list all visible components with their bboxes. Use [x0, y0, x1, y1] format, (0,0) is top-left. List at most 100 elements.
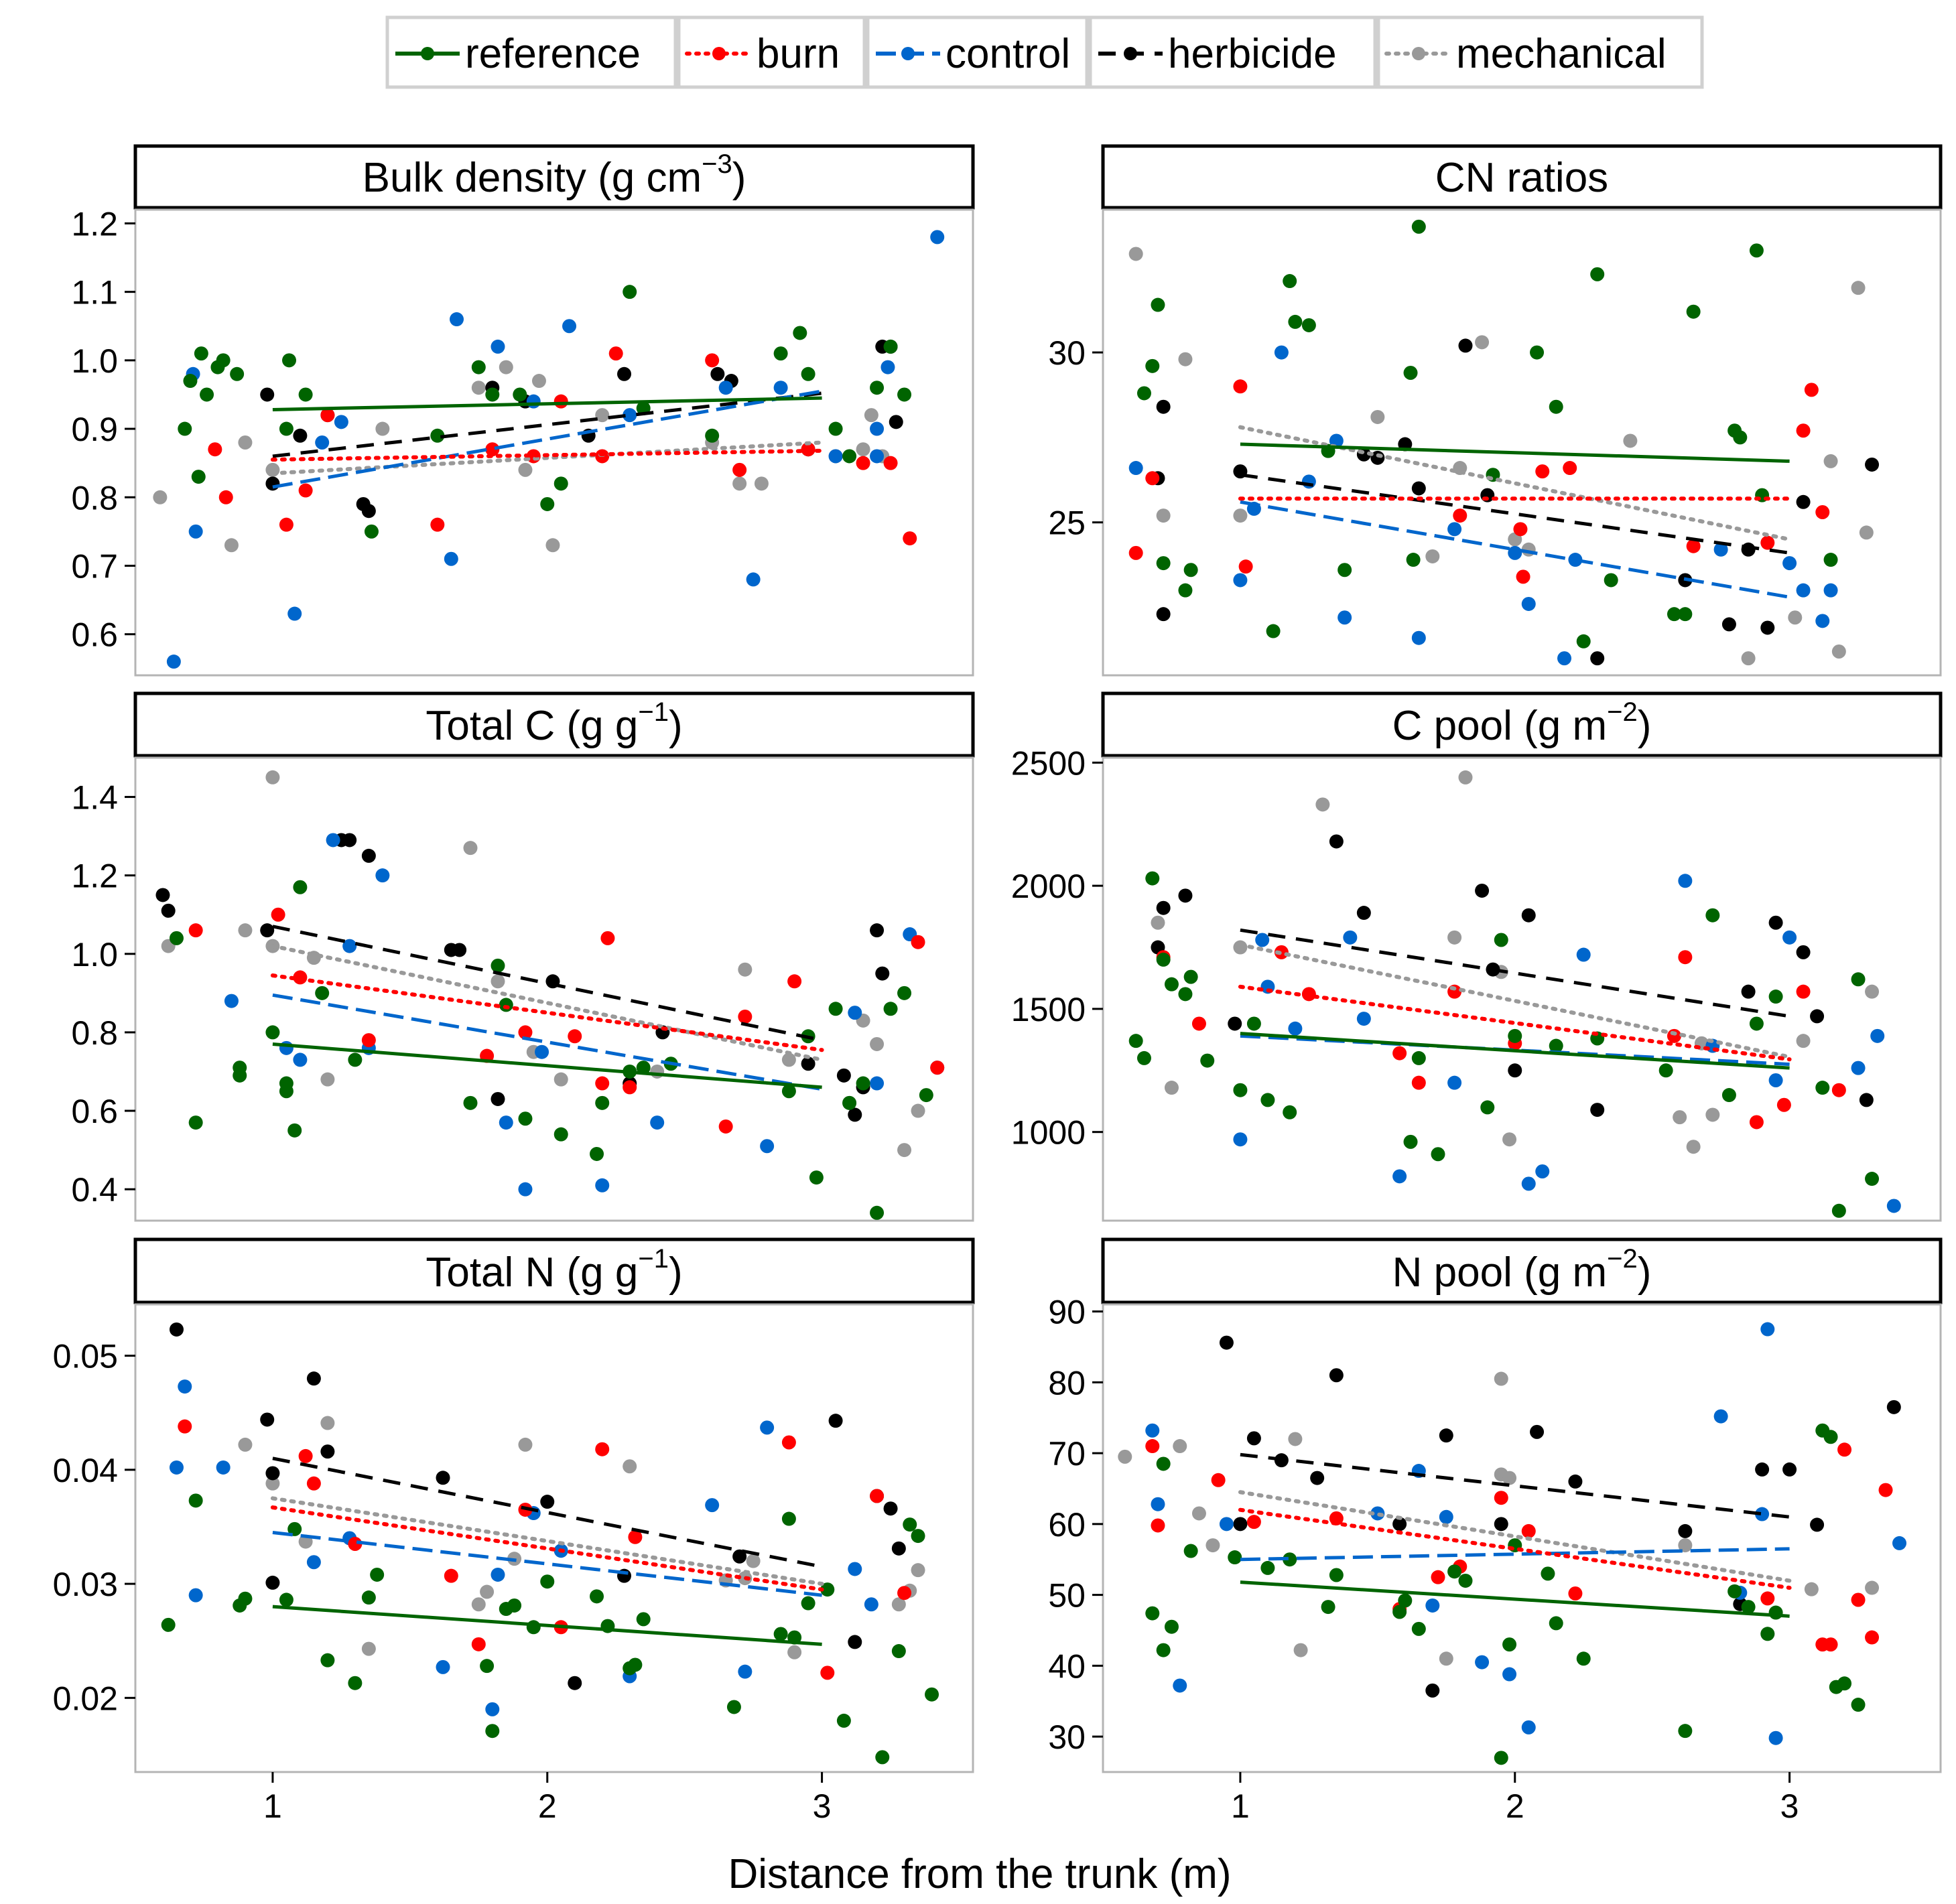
point-herbicide [260, 923, 275, 938]
point-reference [1321, 1600, 1335, 1615]
panel-title-close: ) [1638, 703, 1652, 749]
x-tick-label: 1 [263, 1787, 282, 1825]
point-reference [526, 1620, 541, 1635]
point-control [870, 449, 885, 464]
trend-line-control [1240, 500, 1790, 599]
point-control [1439, 1509, 1453, 1524]
point-mechanical [1205, 1538, 1220, 1553]
point-reference [200, 387, 214, 402]
trend-line-herbicide [272, 925, 823, 1042]
point-mechanical [1233, 508, 1248, 523]
y-tick-label: 30 [1048, 334, 1086, 372]
legend-key-box [866, 15, 1089, 89]
point-burn [600, 931, 615, 945]
panel-plot-area [1102, 208, 1942, 677]
point-herbicide [870, 923, 885, 938]
y-tick-label: 2500 [1011, 744, 1086, 782]
point-reference [903, 1517, 917, 1532]
point-reference [513, 387, 527, 402]
point-reference [370, 1567, 385, 1582]
point-burn [1678, 950, 1693, 965]
point-reference [1865, 1172, 1880, 1186]
point-burn [1878, 1483, 1893, 1497]
point-burn [1568, 1586, 1583, 1601]
legend-marker-reference [421, 47, 434, 60]
point-control [848, 1006, 862, 1020]
point-herbicide [836, 1068, 851, 1083]
point-reference [1727, 1584, 1742, 1599]
chart-panels: Bulk density (g cm−3) 0.6 0.7 0.8 0.9 1.0 1.1 1… [53, 144, 1943, 1825]
panel-c-pool: C pool (g m−2) 1000 1500 2000 2500 [1011, 691, 1943, 1222]
point-reference [430, 428, 445, 443]
point-mechanical [531, 374, 546, 389]
point-reference [801, 366, 816, 381]
point-reference [1733, 430, 1748, 445]
point-mechanical [1164, 1081, 1179, 1095]
panel-title-exponent: −3 [702, 149, 732, 179]
point-reference [1136, 386, 1151, 401]
point-reference [1576, 1651, 1591, 1666]
point-reference [1667, 607, 1681, 622]
point-herbicide [1886, 1400, 1901, 1414]
point-mechanical [1823, 454, 1838, 468]
point-herbicide [1508, 1063, 1522, 1078]
trend-line-mechanical [1238, 1490, 1792, 1583]
point-herbicide [1678, 1523, 1693, 1538]
point-reference [1288, 314, 1303, 329]
point-burn [856, 456, 870, 470]
point-control [1886, 1199, 1901, 1213]
point-mechanical [238, 1437, 253, 1452]
point-control [188, 524, 203, 539]
point-mechanical [1502, 1471, 1517, 1485]
point-burn [1749, 1115, 1764, 1130]
point-burn [1513, 522, 1528, 537]
point-burn [1667, 1028, 1681, 1043]
point-control [1151, 1497, 1165, 1511]
point-mechanical [238, 435, 253, 450]
point-reference [1164, 1619, 1179, 1634]
point-mechanical [375, 421, 390, 436]
point-control [1782, 556, 1797, 571]
point-reference [1480, 1100, 1495, 1115]
point-mechanical [224, 538, 239, 553]
point-control [287, 606, 302, 621]
point-herbicide [1329, 1368, 1344, 1383]
point-burn [1494, 1491, 1508, 1505]
point-herbicide [1411, 481, 1426, 496]
y-tick-label: 1.2 [71, 858, 118, 895]
point-herbicide [1233, 1517, 1248, 1532]
point-reference [1136, 1050, 1151, 1065]
point-control [1823, 583, 1838, 598]
point-reference [1494, 933, 1508, 947]
point-herbicide [306, 1371, 321, 1386]
point-control [1535, 1164, 1550, 1178]
point-burn [1796, 423, 1811, 438]
legend-label-control: control [946, 31, 1070, 77]
trend-line-control [272, 993, 823, 1091]
point-burn [738, 1009, 753, 1024]
point-reference [1576, 634, 1591, 649]
point-reference [1678, 1724, 1693, 1739]
point-herbicide [801, 1057, 816, 1071]
point-control [169, 1460, 184, 1475]
point-reference [361, 1590, 376, 1605]
point-reference [279, 1084, 294, 1099]
point-reference [1156, 556, 1171, 571]
point-reference [1658, 1063, 1673, 1078]
point-reference [485, 387, 500, 402]
point-reference [287, 1123, 302, 1138]
point-reference [1183, 563, 1198, 577]
y-tick-label: 70 [1048, 1435, 1086, 1473]
point-mechanical [1859, 525, 1874, 540]
panel-total-n: Total N (g g−1) 0.02 0.03 0.04 0.05 1 2 3 [53, 1237, 975, 1825]
point-herbicide [540, 1495, 555, 1509]
panel-bulk-density: Bulk density (g cm−3) 0.6 0.7 0.8 0.9 1.0 1.1 1… [71, 144, 975, 677]
point-reference [1705, 908, 1720, 923]
point-herbicide [1156, 399, 1171, 414]
point-reference [1283, 1105, 1297, 1119]
point-burn [485, 442, 500, 457]
point-herbicide [155, 888, 170, 902]
point-reference [875, 1750, 890, 1765]
point-mechanical [1678, 1538, 1693, 1553]
point-herbicide [1156, 900, 1171, 915]
